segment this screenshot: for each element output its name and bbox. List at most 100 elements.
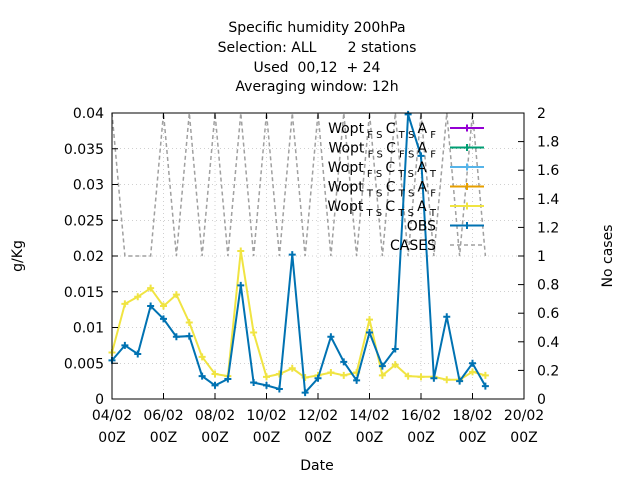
x-tick-label-hour: 00Z [407,430,434,446]
y-tick-label: 0.005 [64,356,104,372]
legend-marker [463,124,471,132]
obs-point [185,332,193,340]
obs-point [430,374,438,382]
x-tick-label-date: 06/02 [143,408,183,424]
legend-marker [463,183,471,190]
wopt-point [391,361,399,369]
obs-point [391,345,399,353]
wopt-point [185,318,193,326]
wopt-point [147,284,155,292]
legend-label: CASES [390,238,436,254]
wopt-point [417,373,425,381]
x-tick-label-hour: 00Z [253,430,280,446]
obs-point [198,372,206,380]
legend-entry: Wopt F S C T S A F [328,121,484,141]
x-tick-label-date: 12/02 [298,408,338,424]
y2-tick-label: 2 [537,106,546,122]
x-tick-label-hour: 00Z [356,430,383,446]
legend-marker [463,163,471,171]
obs-point [172,333,180,341]
x-tick-label-date: 18/02 [452,408,492,424]
obs-point [443,313,451,321]
wopt-point [134,293,142,301]
wopt-point [378,371,386,379]
obs-point [469,359,476,367]
y2-tick-label: 0.8 [537,278,559,294]
obs-point [288,251,296,259]
obs-point [224,375,232,383]
obs-point [147,302,155,310]
x-tick-label-hour: 00Z [201,430,228,446]
axis-ticks: 0 0.005 0.01 0.015 0.02 0.025 0.03 0.035 0.04 0 0.… [64,106,559,446]
obs-point [134,350,142,358]
wopt-point [172,291,180,299]
x-axis-label: Date [300,458,333,474]
wopt-point [160,302,167,310]
y-axis-label: g/Kg [10,240,26,272]
obs-point [327,333,335,341]
series-obs [108,110,489,397]
legend-label: Wopt T S C T S A T [327,199,437,219]
y-tick-label: 0.035 [64,142,104,158]
plot-frame [111,112,525,400]
x-tick-label-hour: 00Z [98,430,125,446]
obs-point [314,374,322,382]
legend-entry: Wopt F S C T S A T [328,160,484,180]
obs-point [160,315,167,323]
y2-tick-label: 1.4 [537,192,559,208]
wopt-point [481,371,489,379]
wopt-point [288,364,296,372]
wopt-point [198,353,206,361]
y2-tick-label: 1.2 [537,220,559,236]
x-tick-label-hour: 00Z [459,430,486,446]
x-tick-label-hour: 00Z [150,430,177,446]
y-tick-label: 0.025 [64,213,104,229]
x-tick-label-date: 14/02 [349,408,389,424]
wopt-point [121,300,129,308]
y2-tick-label: 0.6 [537,306,559,322]
obs-line [111,114,487,395]
wopt-point [366,316,373,324]
y2-tick-label: 0.4 [537,335,559,351]
wopt-point [237,247,245,255]
legend-entry: Wopt T S C T S A T [327,199,484,219]
cases-line [111,112,487,257]
title-line-1: Specific humidity 200hPa [228,20,405,36]
y2-tick-label: 0 [537,392,546,408]
legend-label: Wopt F S C T S A T [328,160,437,180]
x-tick-label-date: 08/02 [195,408,235,424]
wopt-point [211,370,219,378]
obs-point [121,341,129,349]
obs-point [340,358,348,366]
y-tick-label: 0.03 [73,178,104,194]
obs-point [301,389,309,397]
obs-point [456,377,464,385]
y2-tick-label: 1.8 [537,135,559,151]
y-tick-label: 0.04 [73,106,104,122]
obs-point [237,281,245,289]
obs-point [378,362,386,370]
y-tick-label: 0.01 [73,321,104,337]
legend-marker [463,144,471,151]
legend-label: Wopt F S C T S A F [328,121,436,141]
x-tick-label-date: 04/02 [92,408,132,424]
y-tick-label: 0.015 [64,285,104,301]
wopt-point [340,371,348,379]
wopt-point [250,329,258,337]
y-tick-label: 0 [95,392,104,408]
obs-point [353,376,361,384]
obs-point [404,110,412,118]
title-line-2: Selection: ALL 2 stations [218,40,417,56]
obs-point [275,385,283,393]
wopt-point [327,369,335,377]
grid-lines [111,112,525,400]
x-tick-label-hour: 00Z [510,430,537,446]
legend-entry: Wopt F S C F S A F [328,141,484,161]
y2-tick-label: 1 [537,249,546,265]
wopt-point [404,372,412,380]
wopt-point [263,373,270,381]
legend-label: Wopt F S C F S A F [328,141,436,161]
legend-entry: Wopt T S C T S A F [328,180,484,200]
